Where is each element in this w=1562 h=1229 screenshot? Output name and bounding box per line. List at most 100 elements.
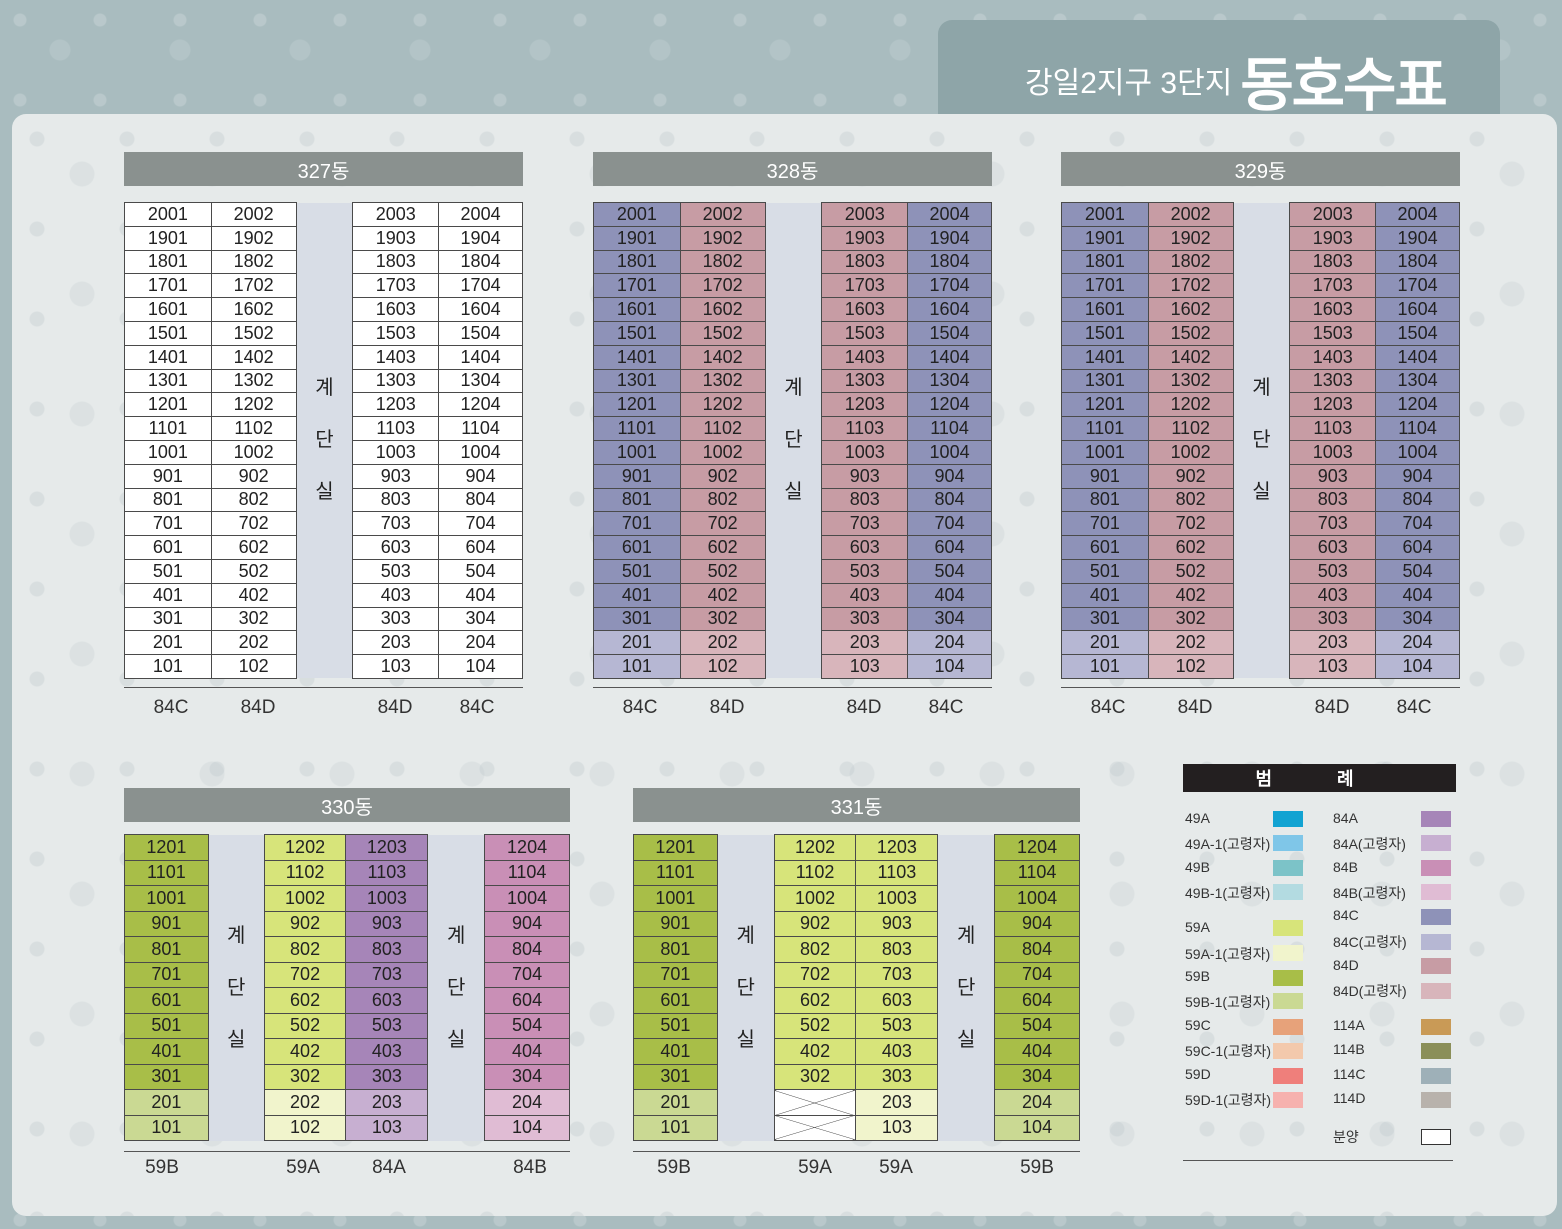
table-row: 1001 1002 1003 1004 [1061,439,1460,465]
unit-cell: 102 [263,1114,347,1141]
table-row: 701 702 703 704 [124,961,570,988]
unit-cell: 1703 [821,273,909,299]
unit-cell: 1403 [1289,344,1377,370]
unit-cell: 1304 [1375,368,1460,394]
unit-cell: 1301 [593,368,681,394]
unit-cell: 1704 [438,273,523,299]
unit-cell: 902 [773,910,857,937]
legend-swatch [1421,934,1451,950]
unit-cell: 1002 [263,885,347,912]
table-row: 201 202 203 204 [1061,630,1460,656]
table-row: 601 602 603 604 [1061,535,1460,560]
unit-cell: 202 [263,1089,347,1116]
legend-swatch [1273,1019,1303,1035]
table-baseline [124,687,523,688]
unit-cell: 103 [352,654,440,679]
unit-cell: 603 [352,535,440,560]
unit-cell: 1704 [1375,273,1460,299]
legend-swatch [1273,860,1303,876]
unit-cell: 501 [1061,558,1149,584]
unit-cell: 1001 [633,885,718,912]
unit-cell: 702 [1147,511,1234,537]
unit-cell: 901 [633,910,718,937]
unit-cell: 504 [438,558,523,584]
unit-cell: 1502 [679,320,766,346]
unit-cell: 403 [345,1038,429,1065]
unit-cell: 504 [907,558,992,584]
unit-cell: 104 [484,1114,570,1141]
unit-cell: 902 [1147,463,1234,489]
unit-cell: 303 [821,606,909,632]
table-row: 1201 1202 1203 1204 [593,392,992,418]
unit-cell: 902 [679,463,766,489]
legend-swatch [1421,1068,1451,1084]
unit-cell: 304 [907,606,992,632]
table-row: 901 902 903 904 [593,463,992,489]
legend-label: 84C(고령자) [1333,934,1407,950]
legend-label: 59C-1(고령자) [1185,1043,1272,1059]
unit-cell: 304 [438,606,523,632]
unit-cell: 803 [855,936,939,963]
unit-cell: 401 [1061,582,1149,608]
table-row: 901 902 903 904 [633,910,1080,937]
legend-label: 분양 [1333,1129,1359,1145]
unit-cell: 1501 [124,320,212,346]
table-row: 1701 1702 1703 1704 [1061,273,1460,299]
legend-label: 59D [1185,1066,1211,1082]
unit-cell: 604 [1375,535,1460,560]
unit-cell: 203 [345,1089,429,1116]
legend-swatch [1273,945,1303,961]
unit-cell: 1002 [679,439,766,465]
unit-cell: 1803 [821,249,909,275]
unit-cell: 302 [679,606,766,632]
unit-table: 2001 2002 계 단 실 2003 2004 1901 1902 1903 1904 1801 1… [1061,202,1460,679]
unit-cell: 1904 [1375,225,1460,251]
unit-cell: 1503 [1289,320,1377,346]
table-row: 2001 2002 계 단 실 2003 2004 [593,202,992,679]
unit-cell: 903 [352,463,440,489]
unit-cell: 303 [1289,606,1377,632]
page-title-big: 동호수표 [1240,53,1447,118]
table-baseline [633,1151,1080,1152]
unit-cell: 701 [593,511,681,537]
table-row: 201 202 203 204 [124,1089,570,1116]
table-row: 701 702 703 704 [593,511,992,537]
unit-cell: 1504 [438,320,523,346]
unit-cell: 2003 [821,202,909,227]
unit-cell: 802 [263,936,347,963]
unit-type-label: 84D [1314,697,1350,718]
unit-cell: 2003 [352,202,440,227]
unit-cell: 404 [438,582,523,608]
unit-cell: 904 [1375,463,1460,489]
unit-cell: 303 [345,1063,429,1090]
unit-cell: 902 [263,910,347,937]
unit-cell: 1002 [773,885,857,912]
unit-cell: 401 [124,582,212,608]
unit-cell: 803 [1289,487,1377,513]
building-header: 331동 [633,788,1080,822]
legend-label: 59D-1(고령자) [1185,1092,1272,1108]
unit-cell: 1803 [1289,249,1377,275]
unit-cell: 1603 [1289,297,1377,322]
unit-cell: 104 [994,1114,1080,1141]
legend-label: 59A-1(고령자) [1185,946,1271,962]
legend-header: 범 례 [1183,764,1456,792]
unit-cell: 603 [345,987,429,1014]
table-row: 201 203 204 [633,1089,1080,1116]
table-row: 501 502 503 504 [633,1012,1080,1039]
unit-cell: 903 [1289,463,1377,489]
unit-cell: 503 [855,1012,939,1039]
unit-cell: 104 [438,654,523,679]
vacant-cell [773,1089,857,1116]
unit-cell: 1602 [210,297,297,322]
legend-label: 84B(고령자) [1333,885,1406,901]
unit-cell: 1001 [124,439,212,465]
unit-cell: 1203 [821,392,909,418]
unit-cell: 103 [821,654,909,679]
table-row: 1401 1402 1403 1404 [124,344,523,370]
unit-cell: 1001 [124,885,209,912]
unit-cell: 1203 [1289,392,1377,418]
legend-label: 84C [1333,907,1359,923]
unit-cell: 404 [484,1038,570,1065]
